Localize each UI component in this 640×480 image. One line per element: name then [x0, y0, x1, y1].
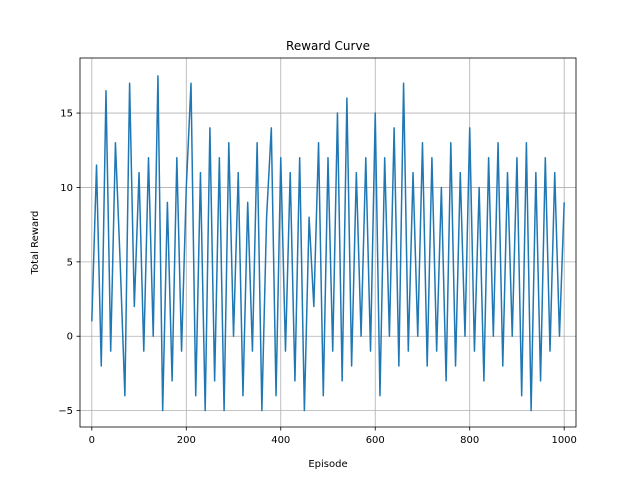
x-tick-label: 0 — [89, 435, 95, 446]
y-tick-label: 15 — [60, 109, 73, 120]
y-tick-label: 5 — [67, 257, 73, 268]
series-layer — [91, 75, 565, 412]
y-tick-label: 10 — [60, 183, 73, 194]
y-tick-label: −5 — [58, 406, 73, 417]
y-axis-label: Total Reward — [30, 211, 41, 276]
y-tick-label: 0 — [67, 332, 73, 343]
x-tick-label: 600 — [366, 435, 385, 446]
x-tick-label: 400 — [271, 435, 290, 446]
x-axis-ticks: 0 200 400 600 800 1000 — [89, 427, 577, 446]
x-tick-label: 800 — [460, 435, 479, 446]
x-tick-label: 1000 — [551, 435, 576, 446]
x-tick-label: 200 — [177, 435, 196, 446]
chart-title: Reward Curve — [286, 39, 370, 53]
y-axis-ticks: −5 0 5 10 15 — [58, 109, 80, 417]
x-axis-label: Episode — [308, 459, 347, 470]
plot-frame — [79, 57, 577, 428]
series-line — [91, 75, 565, 412]
